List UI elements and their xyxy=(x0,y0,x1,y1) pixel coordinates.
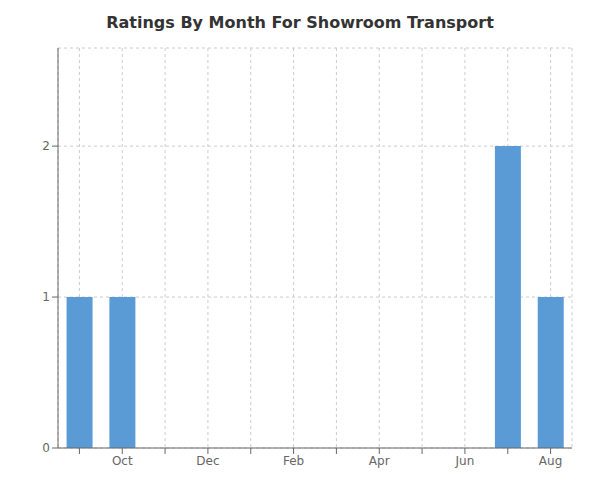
svg-text:Dec: Dec xyxy=(196,454,219,468)
svg-text:0: 0 xyxy=(42,441,50,455)
svg-text:Oct: Oct xyxy=(112,454,133,468)
html-text:Ratings By Month For Showroom: Ratings By Month For Showroom Transport xyxy=(106,13,494,32)
svg-text:Jun: Jun xyxy=(455,454,475,468)
svg-text:2: 2 xyxy=(42,139,50,153)
svg-text:Aug: Aug xyxy=(539,454,562,468)
svg-text:Feb: Feb xyxy=(283,454,304,468)
svg-text:1: 1 xyxy=(42,290,50,304)
svg-text:Apr: Apr xyxy=(369,454,390,468)
